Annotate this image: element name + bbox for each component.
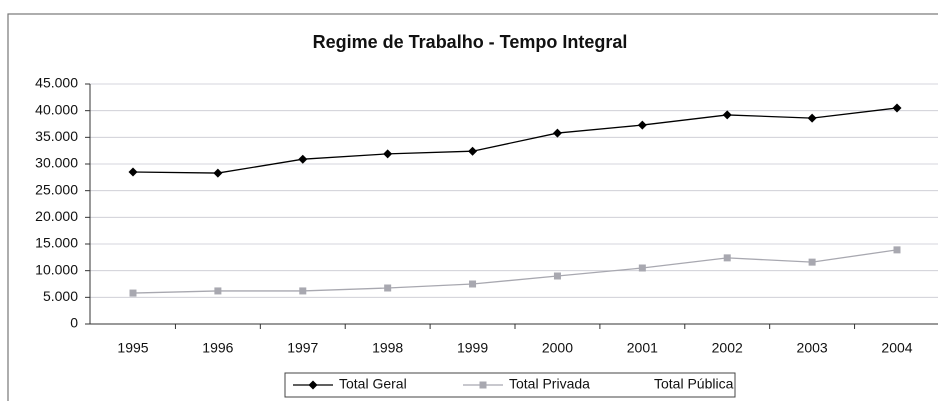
x-tick-label: 2003 — [797, 340, 828, 356]
point — [129, 289, 137, 297]
x-tick-label: 1997 — [287, 340, 318, 356]
point — [128, 167, 138, 177]
point — [807, 113, 817, 123]
point — [893, 246, 901, 254]
x-tick-label: 1999 — [457, 340, 488, 356]
y-tick-label: 35.000 — [35, 128, 78, 144]
point — [892, 103, 902, 113]
point — [553, 272, 561, 280]
point — [722, 110, 732, 120]
x-tick-label: 1995 — [117, 340, 148, 356]
x-tick-label: 1996 — [202, 340, 233, 356]
legend-marker — [308, 380, 318, 390]
point — [468, 146, 478, 156]
x-tick-label: 2000 — [542, 340, 573, 356]
y-tick-label: 10.000 — [35, 261, 78, 277]
y-tick-label: 20.000 — [35, 208, 78, 224]
point — [213, 168, 223, 178]
point — [552, 128, 562, 138]
point — [299, 287, 307, 295]
x-tick-label: 1998 — [372, 340, 403, 356]
point — [637, 120, 647, 130]
y-tick-label: 45.000 — [35, 75, 78, 91]
legend-marker — [479, 381, 487, 389]
point — [383, 149, 393, 159]
point — [723, 254, 731, 262]
point — [469, 280, 477, 288]
chart-title: Regime de Trabalho - Tempo Integral — [313, 32, 628, 52]
y-tick-label: 40.000 — [35, 101, 78, 117]
x-tick-label: 2001 — [627, 340, 658, 356]
series-line — [132, 249, 898, 294]
y-tick-label: 5.000 — [43, 288, 78, 304]
y-tick-label: 30.000 — [35, 155, 78, 171]
point — [214, 287, 222, 295]
y-tick-label: 25.000 — [35, 181, 78, 197]
legend-label: Total Geral — [339, 376, 407, 392]
legend-box — [284, 372, 736, 398]
x-tick-label: 2002 — [712, 340, 743, 356]
point — [808, 258, 816, 266]
point — [384, 284, 392, 292]
legend-label: Total Pública — [654, 376, 734, 392]
point — [638, 264, 646, 272]
legend-label: Total Privada — [509, 376, 590, 392]
y-tick-label: 15.000 — [35, 235, 78, 251]
chart-frame — [7, 13, 938, 401]
x-tick-label: 2004 — [881, 340, 912, 356]
series-line — [132, 107, 898, 174]
y-tick-label: 0 — [70, 315, 78, 331]
point — [298, 154, 308, 164]
